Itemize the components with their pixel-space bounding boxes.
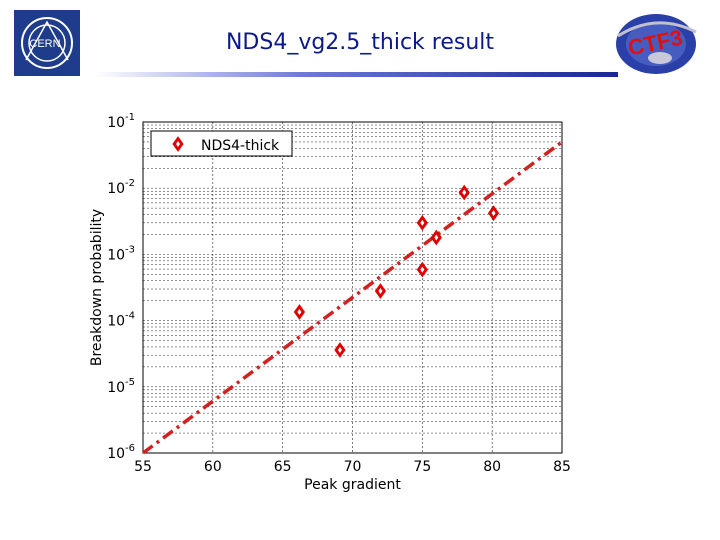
x-tick-label: 65 (274, 459, 292, 475)
x-tick-label: 85 (553, 459, 571, 475)
y-tick-label: 10-2 (107, 178, 135, 197)
fit-line-group (141, 140, 564, 455)
fit-line (141, 140, 564, 455)
plot-frame (142, 121, 563, 454)
data-point (458, 184, 470, 201)
data-points (293, 184, 500, 358)
data-point (430, 229, 442, 246)
data-point (293, 304, 306, 320)
axis-ticks: 55 60 65 70 75 80 85 10-6 10-5 10-4 10-3 10-2 10-1 (107, 112, 571, 475)
legend-entry: NDS4-thick (201, 138, 280, 154)
legend: NDS4-thick (150, 130, 293, 157)
y-tick-label: 10-1 (107, 112, 135, 131)
y-tick-label: 10-4 (107, 311, 135, 330)
ctf3-logo: CTF3 (616, 14, 697, 74)
legend-marker (172, 136, 184, 152)
data-point (416, 261, 428, 278)
grid-lines (143, 122, 562, 453)
x-tick-label: 70 (344, 459, 362, 475)
y-axis-label: Breakdown probability (89, 209, 105, 366)
data-point (487, 205, 500, 222)
cern-logo: CERN (14, 10, 80, 76)
x-tick-label: 55 (134, 459, 152, 475)
data-point (334, 342, 346, 358)
data-point (416, 214, 428, 231)
y-tick-label: 10-3 (107, 244, 135, 263)
x-tick-label: 75 (413, 459, 431, 475)
cern-logo-text: CERN (29, 38, 60, 50)
slide-title: NDS4_vg2.5_thick result (225, 30, 495, 55)
data-point (374, 283, 387, 299)
x-tick-label: 60 (204, 459, 222, 475)
title-underline (95, 72, 618, 77)
y-tick-label: 10-5 (107, 377, 135, 396)
x-axis-label: Peak gradient (304, 477, 401, 493)
x-tick-label: 80 (483, 459, 501, 475)
y-tick-label: 10-6 (107, 443, 135, 462)
